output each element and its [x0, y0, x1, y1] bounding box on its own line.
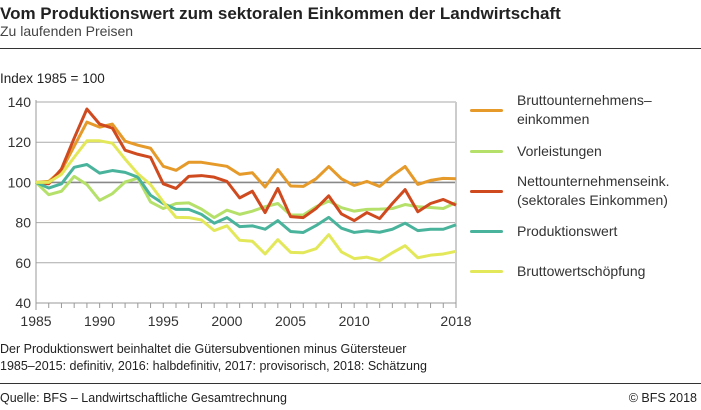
y-tick-label: 60 — [15, 255, 31, 271]
x-tick-label: 2005 — [275, 313, 306, 329]
legend-swatch — [470, 230, 503, 233]
footer-divider — [0, 383, 701, 384]
chart-title: Vom Produktionswert zum sektoralen Einko… — [0, 4, 561, 23]
y-tick-label: 40 — [15, 295, 31, 311]
legend-label: Nettounternehmenseink. (sektorales Einko… — [517, 173, 670, 208]
legend-item: Produktionswert — [470, 222, 617, 241]
legend-label: Vorleistungen — [517, 143, 602, 159]
series-line-0 — [35, 120, 457, 189]
series-line-4 — [36, 139, 457, 263]
legend-swatch — [470, 270, 503, 273]
footnote-1: Der Produktionswert beinhaltet die Güter… — [0, 342, 407, 356]
source-text: Quelle: BFS – Landwirtschaftliche Gesamt… — [0, 391, 287, 405]
x-tick-label: 1995 — [148, 313, 179, 329]
legend-swatch — [470, 150, 503, 153]
y-tick-label: 140 — [8, 94, 32, 110]
legend-swatch — [470, 108, 503, 112]
y-tick-label: 120 — [8, 134, 32, 150]
x-tick-label: 1990 — [84, 313, 115, 329]
x-tick-label: 2010 — [339, 313, 370, 329]
series-line-2 — [35, 107, 457, 223]
legend-item: Vorleistungen — [470, 142, 602, 161]
chart-subtitle: Zu laufenden Preisen — [0, 23, 134, 39]
x-tick-label: 1985 — [20, 313, 51, 329]
legend-item: Bruttowertschöpfung — [470, 262, 645, 281]
legend-item: Bruttounternehmens– einkommen — [470, 91, 652, 129]
legend-label: Bruttounternehmens– einkommen — [517, 92, 652, 127]
x-tick-label: 2018 — [440, 313, 471, 329]
y-axis-label: Index 1985 = 100 — [0, 71, 105, 86]
legend-label: Bruttowertschöpfung — [517, 263, 646, 279]
y-tick-label: 80 — [15, 215, 31, 231]
legend-label: Produktionswert — [517, 223, 618, 239]
y-tick-label: 100 — [8, 174, 32, 190]
legend-item: Nettounternehmenseink. (sektorales Einko… — [470, 172, 670, 210]
series-line-3 — [35, 163, 457, 234]
header-divider — [0, 48, 701, 49]
x-tick-label: 2000 — [211, 313, 242, 329]
footnote-2: 1985–2015: definitiv, 2016: halbdefiniti… — [0, 359, 427, 373]
legend-swatch — [470, 189, 503, 193]
copyright-text: © BFS 2018 — [628, 391, 697, 405]
